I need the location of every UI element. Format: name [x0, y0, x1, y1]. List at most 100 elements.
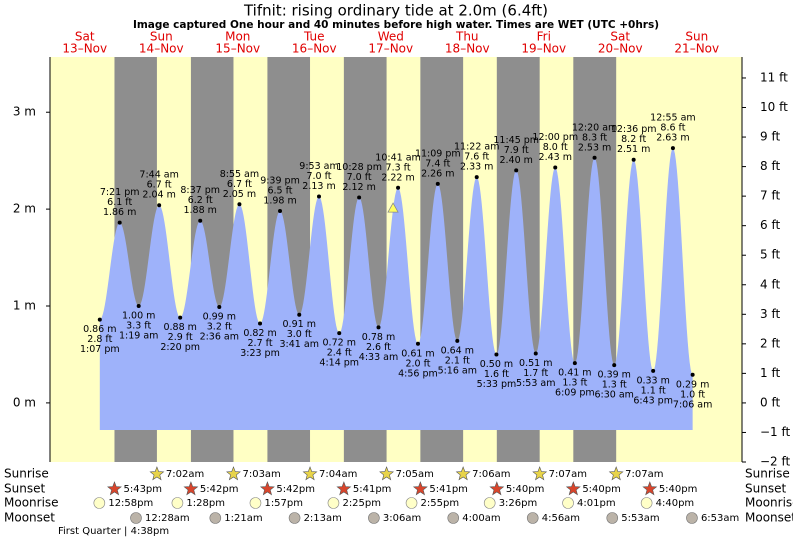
- day-weekday: Thu: [455, 30, 479, 44]
- tide-label: 7.0 ft: [347, 172, 372, 183]
- sunrise-icon: [379, 466, 395, 481]
- sunset-time: 5:40pm: [506, 484, 545, 495]
- sunset-icon: [259, 481, 275, 496]
- moonrise-time: 2:55pm: [421, 498, 460, 509]
- row-label: Moonset: [745, 511, 793, 525]
- sunset-time: 5:43pm: [123, 484, 162, 495]
- moonrise-icon: [249, 497, 262, 509]
- tide-label: 3.3 ft: [126, 321, 151, 332]
- sunset-icon: [107, 481, 122, 496]
- tide-label: 11:22 am: [454, 142, 499, 153]
- sunrise-icon: [226, 466, 241, 481]
- tide-label: 0.64 m: [441, 345, 474, 356]
- tide-label: 6:43 pm: [633, 395, 673, 406]
- tide-label: 1:07 pm: [80, 344, 120, 355]
- extremum-dot: [651, 368, 656, 373]
- tide-label: 7.6 ft: [464, 152, 489, 163]
- moonset-icon: [288, 512, 301, 524]
- sunset-time: 5:40pm: [659, 484, 698, 495]
- sunrise-icon: [302, 466, 318, 481]
- moon-phase: First Quarter | 4:38pm: [58, 526, 169, 537]
- tide-label: 11:45 pm: [493, 135, 539, 146]
- moonset-time: 12:28am: [145, 513, 190, 524]
- tide-label: 0.72 m: [323, 338, 356, 349]
- y-tick-label: 3 m: [13, 105, 36, 119]
- extremum-dot: [278, 209, 283, 214]
- extremum-dot: [514, 168, 519, 173]
- y-tick-label: 1 m: [13, 299, 36, 313]
- sunset-icon: [336, 481, 352, 496]
- day-date: 14–Nov: [139, 42, 184, 56]
- y2-tick-label: 8 ft: [760, 159, 780, 173]
- tide-label: 7.3 ft: [386, 162, 411, 173]
- row-label: Moonset: [4, 511, 55, 525]
- sunrise-time: 7:02am: [166, 469, 204, 480]
- tide-label: 8.0 ft: [543, 142, 568, 153]
- extremum-dot: [533, 351, 538, 356]
- tide-label: 8:37 pm: [180, 185, 220, 196]
- tide-label: 5:16 am: [438, 365, 477, 376]
- extremum-dot: [237, 202, 242, 207]
- tide-label: 6:09 pm: [555, 388, 595, 399]
- tide-label: 1.7 ft: [523, 368, 548, 379]
- moonrise-time: 12:58pm: [108, 498, 153, 509]
- extremum-dot: [198, 218, 203, 223]
- sunrise-time: 7:03am: [242, 469, 280, 480]
- tide-label: 3:41 am: [280, 339, 319, 350]
- tide-label: 2.33 m: [460, 162, 493, 173]
- day-weekday: Sat: [610, 30, 630, 44]
- y2-tick-label: 7 ft: [760, 189, 780, 203]
- extremum-dot: [690, 372, 695, 377]
- y2-tick-label: 0 ft: [760, 395, 780, 409]
- day-weekday: Sat: [75, 30, 95, 44]
- tide-label: 0.41 m: [558, 368, 591, 379]
- sunset-icon: [412, 481, 428, 496]
- extremum-dot: [553, 165, 558, 170]
- day-weekday: Sun: [685, 30, 708, 44]
- tide-label: 2.51 m: [617, 144, 650, 155]
- tide-label: 2.43 m: [539, 152, 572, 163]
- sunrise-icon: [532, 466, 548, 481]
- extremum-dot: [612, 363, 617, 368]
- y2-tick-label: 11 ft: [760, 70, 788, 84]
- sunset-time: 5:41pm: [353, 484, 392, 495]
- tide-label: 12:36 pm: [611, 124, 657, 135]
- extremum-dot: [117, 220, 122, 225]
- tide-label: 2.40 m: [499, 155, 532, 166]
- moonset-icon: [606, 512, 619, 524]
- sunset-icon: [489, 481, 505, 496]
- tide-label: 9:39 pm: [260, 176, 300, 187]
- tide-label: 5:53 am: [516, 378, 555, 389]
- tide-label: 2.6 ft: [366, 342, 391, 353]
- sunrise-icon: [149, 466, 165, 481]
- y2-tick-label: 5 ft: [760, 248, 780, 262]
- extremum-dot: [631, 157, 636, 162]
- tide-label: 2:36 am: [200, 331, 239, 342]
- moonrise-time: 2:25pm: [342, 498, 381, 509]
- tide-label: 7:06 am: [673, 399, 712, 410]
- extremum-dot: [136, 304, 141, 309]
- tide-label: 1.88 m: [183, 205, 216, 216]
- tide-label: 2.7 ft: [248, 338, 273, 349]
- tide-label: 8.2 ft: [621, 134, 646, 145]
- moonrise-icon: [93, 497, 106, 509]
- tide-label: 5:33 pm: [477, 379, 517, 390]
- tide-label: 1.86 m: [103, 207, 136, 218]
- tide-label: 4:14 pm: [319, 358, 359, 369]
- tide-label: 3.0 ft: [287, 329, 312, 340]
- y-tick-label: 2 m: [13, 202, 36, 216]
- tide-label: 6.5 ft: [267, 186, 292, 197]
- day-weekday: Wed: [378, 30, 404, 44]
- moonrise-time: 1:57pm: [264, 498, 303, 509]
- sunrise-time: 7:06am: [472, 469, 510, 480]
- tide-label: 0.88 m: [163, 322, 196, 333]
- day-date: 15–Nov: [215, 42, 260, 56]
- row-label: Moonrise: [745, 496, 793, 510]
- tide-label: 2.22 m: [381, 172, 414, 183]
- extremum-dot: [396, 185, 401, 190]
- y2-tick-label: 6 ft: [760, 218, 780, 232]
- row-label: Sunset: [745, 482, 786, 496]
- sunrise-time: 7:05am: [396, 469, 434, 480]
- day-date: 13–Nov: [62, 42, 107, 56]
- tide-label: 1.98 m: [263, 196, 296, 207]
